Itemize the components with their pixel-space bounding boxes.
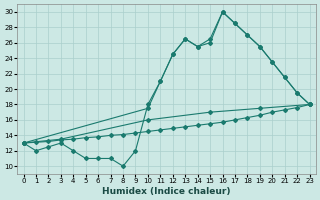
X-axis label: Humidex (Indice chaleur): Humidex (Indice chaleur) <box>102 187 231 196</box>
